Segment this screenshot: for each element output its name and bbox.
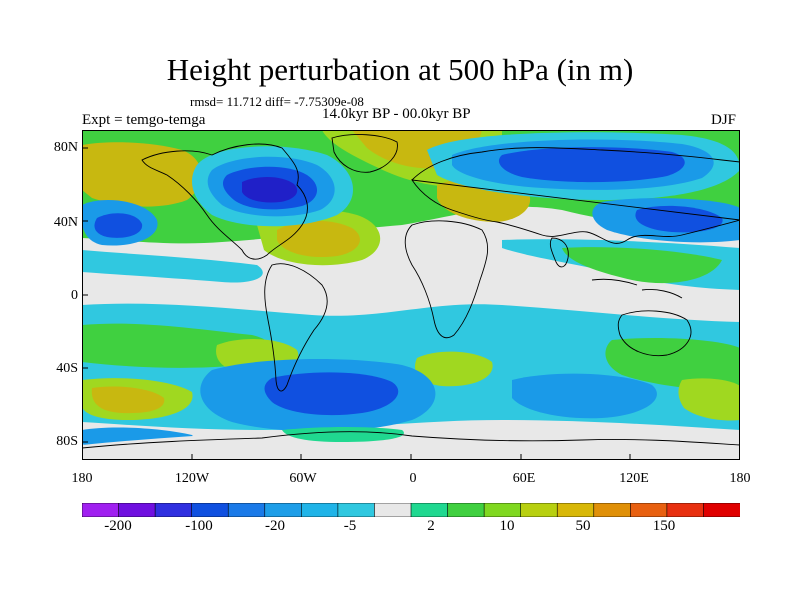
colorbar-label: -200 xyxy=(104,518,132,534)
colorbar-label: 150 xyxy=(652,518,676,534)
colorbar-swatch xyxy=(410,503,449,517)
experiment-label: Expt = temgo-temga xyxy=(82,112,206,128)
lat-label-80n: 80N xyxy=(53,140,78,155)
antarctic-teal xyxy=(282,427,404,442)
colorbar-label: -20 xyxy=(265,518,285,534)
colorbar-label: 10 xyxy=(499,518,515,534)
sh-yellow-far-east xyxy=(678,378,740,421)
coast-africa xyxy=(404,220,489,339)
namerica-negative-core xyxy=(242,176,298,203)
lon-label-60w: 60W xyxy=(289,471,317,486)
colorbar-swatch xyxy=(483,503,522,517)
map-ticks xyxy=(82,147,740,460)
colorbar-swatch xyxy=(337,503,376,517)
tropical-band-west xyxy=(82,250,263,283)
colorbar-swatch xyxy=(264,503,303,517)
lon-label-180e: 180 xyxy=(729,471,751,486)
colorbar-label: -100 xyxy=(185,518,213,534)
sh-yellow-east xyxy=(414,351,493,387)
period-label: 14.0kyr BP - 00.0kyr BP xyxy=(322,106,471,122)
colorbar-swatch xyxy=(118,503,156,517)
coast-indonesia xyxy=(591,278,683,299)
lon-label-0: 0 xyxy=(409,471,417,486)
coast-greenland xyxy=(331,134,398,173)
coast-south-america xyxy=(264,263,328,392)
colorbar-label: -5 xyxy=(343,518,357,534)
colorbar-swatch xyxy=(520,503,559,517)
colorbar-label: 2 xyxy=(427,518,435,534)
pacific-positive xyxy=(82,142,202,207)
colorbar-swatch xyxy=(556,503,595,517)
indian-green xyxy=(562,247,722,284)
lat-label-0: 0 xyxy=(71,288,78,303)
colorbar-swatch xyxy=(191,503,230,517)
siberia-negative-core xyxy=(498,147,685,183)
so-negative-east xyxy=(512,373,657,419)
coast-india xyxy=(549,237,569,268)
colorbar-swatch xyxy=(301,503,339,517)
colorbar-swatch xyxy=(666,503,705,517)
coast-europe-asia xyxy=(411,147,740,244)
colorbar xyxy=(82,503,740,517)
lon-label-60e: 60E xyxy=(512,471,536,486)
lon-label-120e: 120E xyxy=(619,471,649,486)
season-label: DJF xyxy=(711,112,737,128)
sh-olive-west xyxy=(91,386,165,414)
lat-label-40s: 40S xyxy=(56,361,78,376)
colorbar-swatch xyxy=(703,503,740,517)
coast-antarctica xyxy=(82,431,740,449)
antarctic-neutral xyxy=(82,430,740,460)
colorbar-swatch xyxy=(82,503,120,517)
stats-text: rmsd= 11.712 diff= -7.75309e-08 xyxy=(190,94,364,109)
colorbar-swatch xyxy=(154,503,193,517)
colorbar-swatch xyxy=(227,503,266,517)
map-panel xyxy=(82,130,740,460)
colorbar-swatch xyxy=(630,503,668,517)
lat-label-40n: 40N xyxy=(53,215,78,230)
coast-australia xyxy=(617,310,692,357)
npacific-negative-core xyxy=(94,213,143,238)
southern-ocean-negative-core xyxy=(264,372,399,416)
lon-label-180w: 180 xyxy=(71,471,93,486)
colorbar-swatch xyxy=(593,503,632,517)
lat-label-80s: 80S xyxy=(56,434,78,449)
colorbar-swatch xyxy=(374,503,412,517)
japan-negative-core xyxy=(635,205,723,233)
sh-green-east xyxy=(605,337,740,391)
plot-title: Height perturbation at 500 hPa (in m) xyxy=(166,52,634,87)
coast-north-america xyxy=(141,143,308,260)
lon-label-120w: 120W xyxy=(174,471,210,486)
colorbar-swatch xyxy=(447,503,485,517)
coastlines xyxy=(82,134,740,449)
colorbar-label: 50 xyxy=(575,518,591,534)
